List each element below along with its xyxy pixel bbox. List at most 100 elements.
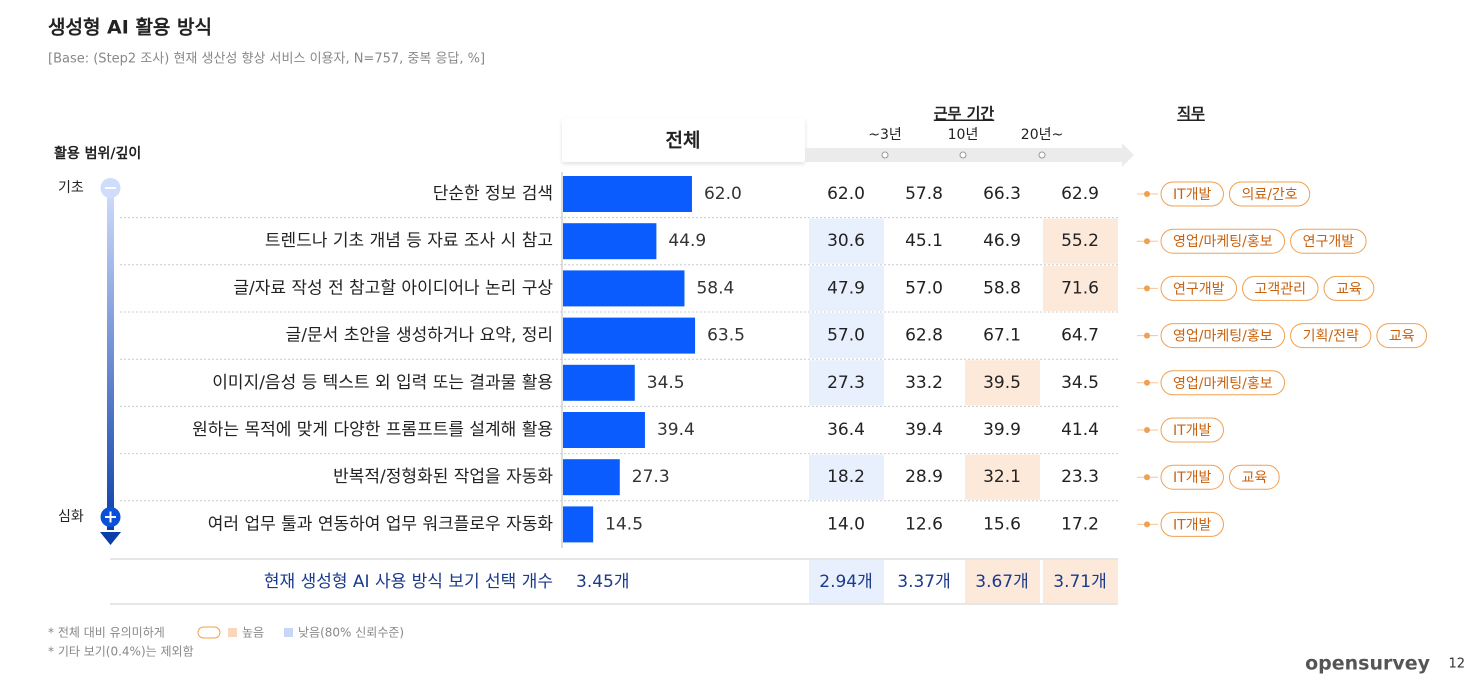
- category-label: 글/문서 초안을 생성하거나 요약, 정리: [286, 326, 553, 346]
- category-label: 여러 업무 툴과 연동하여 업무 워크플로우 자동화: [208, 514, 554, 534]
- bar: [563, 506, 594, 543]
- job-tag-pill: [1228, 181, 1311, 207]
- tenure-value: 33.2: [905, 373, 943, 393]
- tenure-value: 55.2: [1061, 231, 1099, 251]
- tenure-value: 36.4: [827, 420, 865, 440]
- page-number: 12: [1448, 657, 1465, 672]
- tenure-value: 27.3: [827, 373, 865, 393]
- job-tag-pill: [1160, 181, 1224, 207]
- summary-tenure: 2.94개: [819, 572, 873, 592]
- tenure-value: 12.6: [905, 514, 943, 534]
- summary-tenure: 3.67개: [975, 572, 1029, 592]
- tenure-value: 15.6: [983, 514, 1021, 534]
- cell-highlight: [809, 313, 884, 359]
- bar: [563, 459, 620, 496]
- total-header-box: [562, 118, 805, 162]
- tenure-value: 64.7: [1061, 326, 1099, 346]
- job-tag: 교육: [1389, 329, 1415, 345]
- depth-label: 활용 범위/깊이: [54, 145, 141, 162]
- category-label: 원하는 목적에 맞게 다양한 프롬프트를 설계해 활용: [192, 420, 553, 440]
- job-dot: [1144, 285, 1150, 292]
- job-dot: [1144, 332, 1150, 339]
- legend-low-swatch: [284, 628, 293, 637]
- value-label: 39.4: [657, 420, 695, 440]
- legend-low: 낮음(80% 신뢰수준): [298, 626, 404, 640]
- job-tag-pill: [1160, 275, 1238, 301]
- job-dot: [1144, 238, 1150, 245]
- legend-pill: [197, 626, 221, 639]
- tenure-value: 71.6: [1061, 278, 1099, 298]
- tenure-title: 근무 기간: [934, 105, 995, 123]
- job-tag: IT개발: [1173, 517, 1212, 533]
- logo: opensurvey: [1305, 653, 1431, 675]
- bar: [563, 223, 657, 260]
- category-label: 반복적/정형화된 작업을 자동화: [333, 467, 553, 487]
- tenure-value: 62.9: [1061, 184, 1099, 204]
- value-label: 63.5: [707, 326, 745, 346]
- tenure-value: 14.0: [827, 514, 865, 534]
- job-tag-pill: [1160, 511, 1224, 537]
- tenure-value: 45.1: [905, 231, 943, 251]
- tenure-value: 62.0: [827, 184, 865, 204]
- job-tag-pill: [1323, 275, 1375, 301]
- tenure-value: 23.3: [1061, 467, 1099, 487]
- tenure-value: 47.9: [827, 278, 865, 298]
- category-label: 이미지/음성 등 텍스트 외 입력 또는 결과물 활용: [212, 373, 553, 393]
- job-dot: [1144, 521, 1150, 528]
- tenure-value: 17.2: [1061, 514, 1099, 534]
- tenure-value: 39.9: [983, 420, 1021, 440]
- job-tag: 영업/마케팅/홍보: [1173, 234, 1273, 250]
- tenure-tick-label: ~3년: [868, 127, 902, 143]
- cell-highlight: [1043, 560, 1118, 603]
- job-tag: 교육: [1241, 470, 1267, 486]
- category-label: 글/자료 작성 전 참고할 아이디어나 논리 구상: [233, 278, 553, 298]
- job-tag-pill: [1290, 323, 1372, 349]
- title: 생성형 AI 활용 방식: [48, 17, 212, 39]
- summary-tenure: 3.71개: [1053, 572, 1107, 592]
- job-tag-pill: [1160, 323, 1286, 349]
- tenure-value: 62.8: [905, 326, 943, 346]
- job-tag-pill: [1160, 417, 1224, 443]
- bar: [563, 317, 696, 354]
- depth-bar: [107, 190, 114, 530]
- legend-high-swatch: [228, 628, 237, 637]
- tenure-tick: [1038, 151, 1046, 159]
- tenure-value: 39.5: [983, 373, 1021, 393]
- tenure-value: 57.0: [905, 278, 943, 298]
- cell-highlight: [965, 454, 1040, 500]
- tenure-value: 57.8: [905, 184, 943, 204]
- job-tag: 연구개발: [1303, 234, 1355, 250]
- tenure-value: 39.4: [905, 420, 943, 440]
- job-dot: [1144, 191, 1150, 197]
- tenure-arrow: [805, 143, 1134, 167]
- bar: [563, 176, 692, 212]
- value-label: 62.0: [704, 184, 742, 204]
- summary-total: 3.45개: [576, 572, 630, 592]
- job-tag: IT개발: [1173, 470, 1212, 486]
- cell-highlight: [965, 360, 1040, 406]
- tenure-tick-label: 10년: [948, 127, 979, 143]
- tenure-value: 28.9: [905, 467, 943, 487]
- legend-high: 높음: [242, 626, 264, 640]
- tenure-value: 66.3: [983, 184, 1021, 204]
- job-dot: [1144, 474, 1150, 481]
- job-dot: [1144, 427, 1150, 433]
- tenure-tick-label: 20년~: [1021, 127, 1063, 143]
- tenure-value: 57.0: [827, 326, 865, 346]
- job-tag: 고객관리: [1255, 281, 1307, 297]
- summary-tenure: 3.37개: [897, 572, 951, 592]
- job-tag: 교육: [1336, 281, 1362, 297]
- tenure-value: 58.8: [983, 278, 1021, 298]
- category-label: 트렌드나 기초 개념 등 자료 조사 시 참고: [265, 231, 553, 251]
- tenure-value: 32.1: [983, 467, 1021, 487]
- job-tag: 의료/간호: [1241, 187, 1297, 203]
- value-label: 34.5: [647, 373, 685, 393]
- cell-highlight: [1043, 265, 1118, 311]
- tenure-value: 30.6: [827, 231, 865, 251]
- depth-arrow: [100, 532, 121, 545]
- bar: [563, 270, 685, 307]
- bar: [563, 364, 635, 401]
- category-label: 단순한 정보 검색: [433, 184, 553, 204]
- plus-sign: [105, 511, 116, 523]
